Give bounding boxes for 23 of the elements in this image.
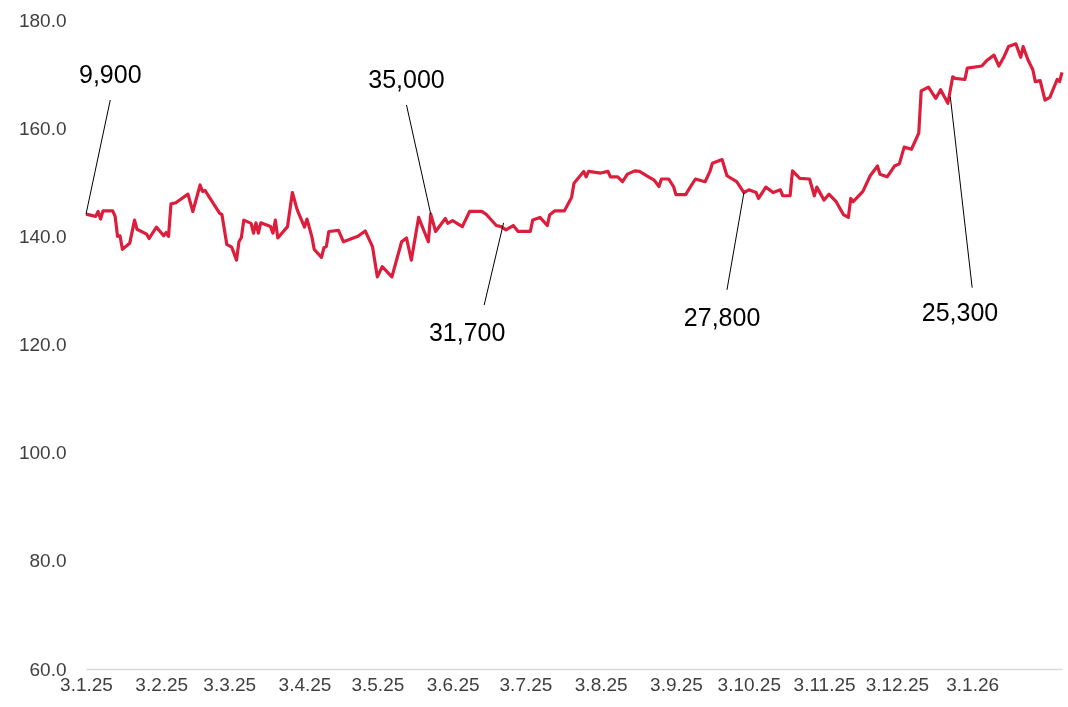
x-tick-label: 3.1.26: [946, 673, 1000, 695]
x-tick-label: 3.6.25: [426, 673, 480, 695]
x-tick-label: 3.7.25: [499, 673, 553, 695]
y-tick-label: 160.0: [18, 117, 67, 139]
x-tick-label: 3.12.25: [865, 673, 930, 695]
y-tick-label: 140.0: [18, 225, 67, 247]
annotation: 27,800: [683, 303, 761, 331]
x-tick-label: 3.4.25: [278, 673, 332, 695]
x-tick-label: 3.9.25: [650, 673, 703, 695]
annotation: 25,300: [921, 297, 999, 326]
y-tick-label: 120.0: [18, 334, 67, 355]
x-tick-label: 3.2.25: [135, 673, 189, 695]
y-tick-label: 80.0: [29, 550, 67, 572]
x-tick-label: 3.8.25: [574, 673, 628, 695]
annotation: 35,000: [368, 65, 445, 94]
y-tick-label: 100.0: [18, 442, 67, 464]
x-tick-label: 3.11.25: [793, 673, 856, 695]
x-tick-label: 3.5.25: [351, 673, 405, 695]
x-tick-label: 3.3.25: [203, 673, 257, 695]
y-tick-label: 180.0: [18, 9, 67, 31]
annotation: 9,900: [79, 60, 142, 89]
x-tick-label: 3.10.25: [717, 673, 782, 695]
annotation: 31,700: [428, 317, 506, 346]
